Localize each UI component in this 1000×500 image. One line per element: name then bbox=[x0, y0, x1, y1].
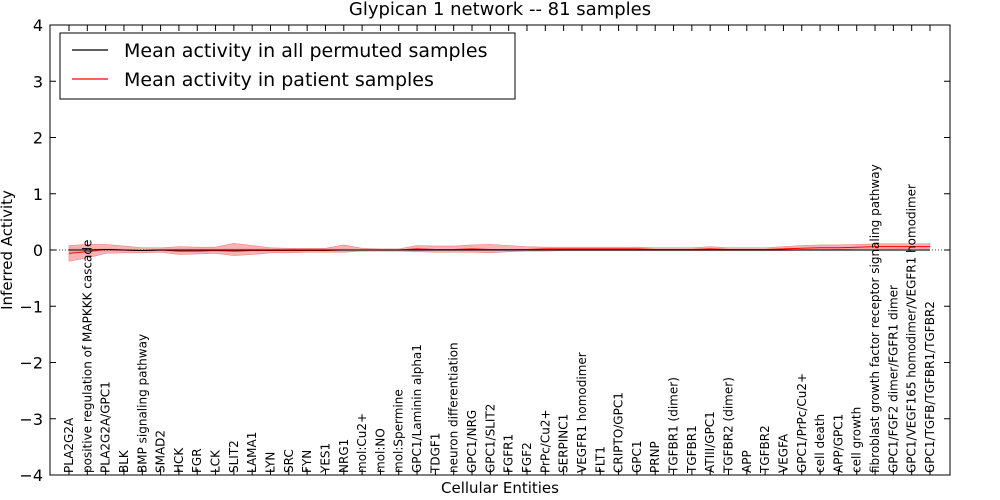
x-category-label: mol:NO bbox=[373, 428, 387, 473]
y-tick-label: 3 bbox=[33, 72, 43, 91]
x-category-label: YES1 bbox=[318, 443, 332, 474]
plot-area: −4 −3 −2 −1 0 1 2 3 4 PLA2G2A positive regulation… bbox=[19, 16, 951, 485]
legend: Mean activity in all permuted samples Me… bbox=[59, 32, 516, 100]
x-category-label: GPC1/Laminin alpha1 bbox=[410, 344, 424, 473]
x-category-label: SERPINC1 bbox=[557, 414, 571, 473]
x-category-label: PrPc/Cu2+ bbox=[538, 409, 552, 473]
x-category-label: neuron differentiation bbox=[447, 342, 461, 473]
x-category-label: LCK bbox=[209, 449, 223, 473]
y-tick-label: −3 bbox=[19, 410, 43, 429]
x-category-label: GPC1/VEGF165 homodimer/VEGFR1 homodimer bbox=[905, 184, 919, 473]
x-category-label: positive regulation of MAPKKK cascade bbox=[80, 240, 94, 473]
x-category-label: CRIPTO/GPC1 bbox=[612, 392, 626, 473]
x-axis-ticks: PLA2G2A positive regulation of MAPKKK cas… bbox=[62, 25, 937, 475]
x-category-label: FGR bbox=[190, 448, 204, 473]
legend-label-permuted: Mean activity in all permuted samples bbox=[124, 40, 487, 62]
confidence-bands bbox=[68, 242, 931, 262]
x-category-label: SMAD2 bbox=[154, 430, 168, 473]
x-category-label: cell growth bbox=[850, 407, 864, 473]
y-tick-label: −4 bbox=[19, 466, 43, 485]
y-tick-label: 4 bbox=[33, 16, 43, 35]
x-category-label: HCK bbox=[172, 447, 186, 473]
permuted-series-line bbox=[69, 248, 930, 252]
x-category-label: ATIII/GPC1 bbox=[703, 411, 717, 473]
x-category-label: TDGF1 bbox=[428, 433, 442, 474]
x-axis-label: Cellular Entities bbox=[441, 479, 559, 497]
x-category-label: VEGFR1 homodimer bbox=[575, 352, 589, 473]
x-category-label: PLA2G2A bbox=[62, 417, 76, 473]
x-category-label: TGFBR1 bbox=[685, 425, 699, 474]
x-category-label: PLA2G2A/GPC1 bbox=[99, 381, 113, 473]
x-category-label: FGF2 bbox=[520, 442, 534, 473]
x-category-label: TGFBR2 (dimer) bbox=[721, 377, 735, 474]
series-lines bbox=[50, 246, 950, 254]
x-category-label: TGFBR2 bbox=[758, 425, 772, 474]
x-category-label: fibroblast growth factor receptor signal… bbox=[868, 164, 882, 473]
x-category-label: SLIT2 bbox=[227, 440, 241, 473]
x-category-label: BLK bbox=[117, 449, 131, 473]
x-category-label: GPC1/TGFB/TGFBR1/TGFBR2 bbox=[923, 301, 937, 473]
y-tick-label: 1 bbox=[33, 185, 43, 204]
y-tick-label: 0 bbox=[33, 241, 43, 260]
x-category-label: VEGFA bbox=[776, 433, 790, 473]
y-tick-label: 2 bbox=[33, 129, 43, 148]
x-category-label: FLT1 bbox=[593, 446, 607, 473]
x-category-label: GPC1/SLIT2 bbox=[483, 404, 497, 473]
legend-box bbox=[59, 32, 516, 100]
legend-label-patient: Mean activity in patient samples bbox=[124, 69, 434, 91]
x-category-label: FGFR1 bbox=[502, 434, 516, 473]
y-axis-label: Inferred Activity bbox=[0, 190, 16, 310]
x-category-label: NRG1 bbox=[337, 439, 351, 473]
patient-series-line bbox=[68, 246, 930, 254]
x-category-label: PRNP bbox=[648, 441, 662, 473]
chart-title: Glypican 1 network -- 81 samples bbox=[349, 0, 651, 20]
y-axis-ticks: −4 −3 −2 −1 0 1 2 3 4 bbox=[19, 16, 950, 485]
x-category-label: APP bbox=[740, 450, 754, 473]
x-category-label: LAMA1 bbox=[245, 432, 259, 473]
x-category-label: LYN bbox=[264, 452, 278, 473]
x-category-label: GPC1 bbox=[630, 440, 644, 473]
x-category-label: GPC1/PrPc/Cu2+ bbox=[795, 373, 809, 473]
x-category-label: FYN bbox=[300, 450, 314, 473]
x-category-label: GPC1/NRG bbox=[465, 410, 479, 473]
x-category-label: mol:Spermine bbox=[392, 389, 406, 473]
x-category-label: cell death bbox=[813, 414, 827, 473]
x-category-label: APP/GPC1 bbox=[831, 414, 845, 473]
y-tick-label: −1 bbox=[19, 297, 43, 316]
x-category-label: mol:Cu2+ bbox=[355, 413, 369, 473]
x-category-label: TGFBR1 (dimer) bbox=[667, 377, 681, 474]
x-category-label: BMP signaling pathway bbox=[135, 334, 149, 473]
x-category-label: GPC1/FGF2 dimer/FGFR1 dimer bbox=[886, 285, 900, 473]
y-tick-label: −2 bbox=[19, 354, 43, 373]
patient-band bbox=[68, 242, 931, 262]
x-category-label: SRC bbox=[282, 449, 296, 473]
